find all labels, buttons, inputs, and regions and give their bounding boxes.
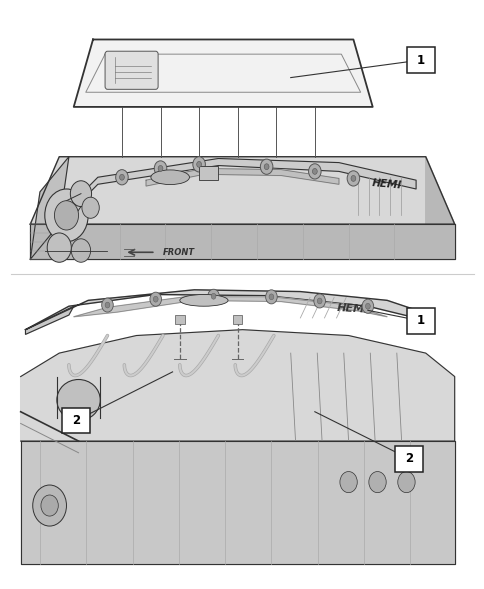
- Circle shape: [70, 181, 91, 207]
- Circle shape: [397, 472, 414, 492]
- Circle shape: [119, 174, 124, 180]
- Text: 2: 2: [72, 414, 80, 427]
- Polygon shape: [30, 157, 454, 224]
- Circle shape: [82, 197, 99, 219]
- Ellipse shape: [180, 294, 227, 306]
- Polygon shape: [30, 224, 454, 259]
- Text: HEMI: HEMI: [336, 303, 369, 315]
- Circle shape: [260, 159, 272, 174]
- Circle shape: [350, 176, 355, 181]
- FancyBboxPatch shape: [105, 51, 158, 90]
- Circle shape: [347, 171, 359, 186]
- Polygon shape: [30, 157, 69, 259]
- FancyBboxPatch shape: [232, 315, 242, 324]
- Circle shape: [45, 189, 88, 241]
- Ellipse shape: [57, 379, 100, 421]
- Circle shape: [265, 290, 277, 304]
- Circle shape: [368, 472, 385, 492]
- Circle shape: [47, 233, 71, 262]
- Polygon shape: [425, 157, 454, 259]
- Circle shape: [193, 157, 205, 172]
- Polygon shape: [26, 290, 425, 330]
- FancyBboxPatch shape: [199, 166, 218, 180]
- Ellipse shape: [151, 170, 189, 184]
- FancyBboxPatch shape: [175, 315, 184, 324]
- FancyBboxPatch shape: [406, 47, 434, 73]
- Text: 2: 2: [404, 452, 412, 465]
- Circle shape: [339, 472, 357, 492]
- Circle shape: [41, 495, 58, 516]
- Circle shape: [105, 302, 110, 308]
- Polygon shape: [69, 158, 415, 214]
- Circle shape: [153, 296, 158, 302]
- Text: HEMI: HEMI: [371, 178, 402, 191]
- FancyBboxPatch shape: [62, 408, 90, 434]
- Text: 1: 1: [416, 315, 424, 327]
- Circle shape: [211, 293, 215, 299]
- Polygon shape: [26, 306, 74, 335]
- Polygon shape: [74, 297, 386, 317]
- Circle shape: [313, 294, 325, 308]
- Circle shape: [362, 299, 373, 313]
- Circle shape: [102, 298, 113, 312]
- FancyBboxPatch shape: [406, 308, 434, 334]
- Circle shape: [317, 298, 321, 304]
- Circle shape: [158, 166, 163, 171]
- Text: FRONT: FRONT: [163, 248, 195, 257]
- FancyBboxPatch shape: [394, 446, 422, 472]
- Polygon shape: [74, 39, 372, 107]
- Circle shape: [32, 485, 66, 526]
- Circle shape: [150, 292, 161, 306]
- Circle shape: [54, 201, 78, 230]
- Circle shape: [264, 164, 269, 170]
- Text: 1: 1: [416, 54, 424, 67]
- Circle shape: [154, 161, 166, 176]
- Circle shape: [197, 161, 201, 167]
- Circle shape: [269, 294, 273, 300]
- Circle shape: [308, 164, 320, 179]
- Circle shape: [207, 289, 219, 303]
- Circle shape: [71, 239, 91, 262]
- Polygon shape: [21, 441, 454, 564]
- Circle shape: [116, 170, 128, 185]
- Polygon shape: [21, 330, 454, 441]
- Circle shape: [365, 303, 369, 309]
- Polygon shape: [146, 168, 338, 186]
- Circle shape: [312, 168, 317, 174]
